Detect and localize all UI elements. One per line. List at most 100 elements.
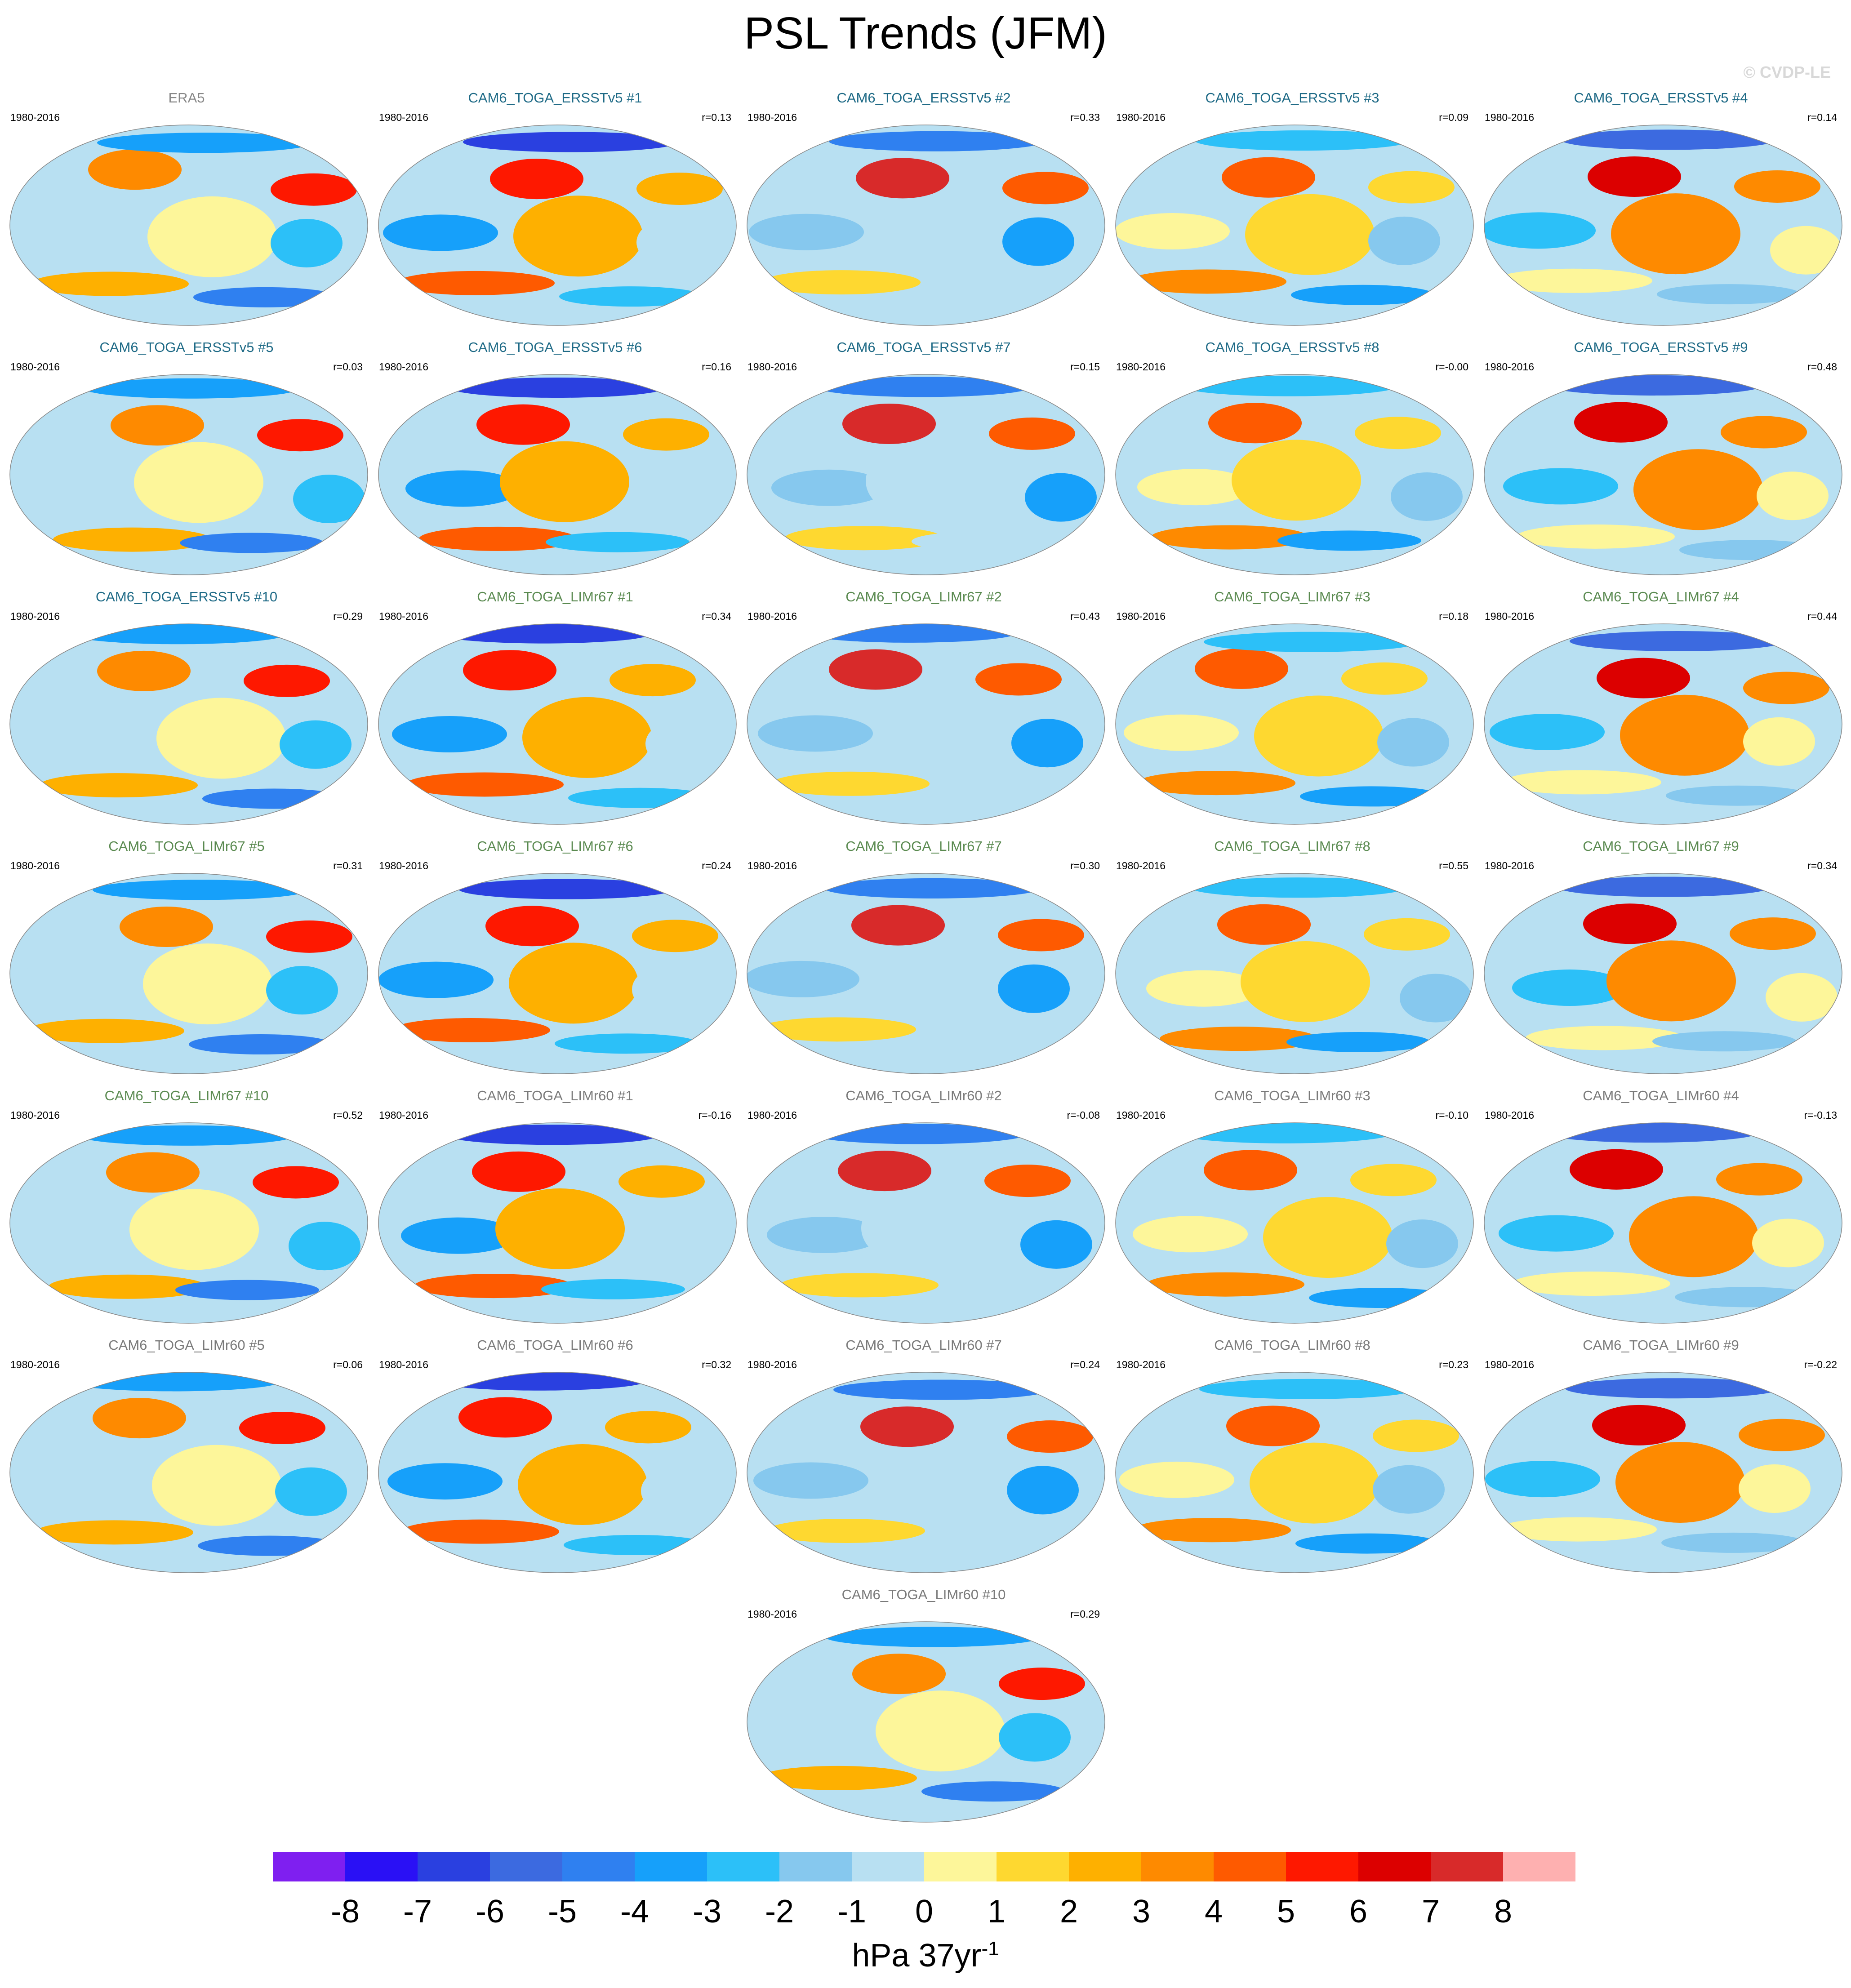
trend-region [998, 964, 1070, 1013]
map-panel: CAM6_TOGA_LIMr60 #4 1980-2016 r=-0.13 [1477, 1088, 1845, 1326]
trend-region [1222, 157, 1315, 198]
map-panel: CAM6_TOGA_LIMr60 #8 1980-2016 r=0.23 [1108, 1337, 1477, 1575]
map-panel: CAM6_TOGA_ERSSTv5 #5 1980-2016 r=0.03 [2, 339, 371, 578]
panel-period: 1980-2016 [748, 361, 797, 373]
map-outline [1484, 1372, 1842, 1573]
panel-period: 1980-2016 [1116, 610, 1166, 622]
trend-region [1254, 695, 1384, 777]
panel-correlation: r=0.06 [333, 1359, 363, 1370]
trend-region [767, 1216, 882, 1253]
trend-region [1633, 449, 1763, 530]
trend-region [921, 1781, 1065, 1802]
world-map [1484, 125, 1842, 326]
colorbar-tick-label: -1 [837, 1894, 867, 1930]
trend-region [1002, 217, 1074, 266]
panel-title: CAM6_TOGA_LIMr60 #4 [1583, 1088, 1739, 1103]
trend-region [555, 1033, 699, 1054]
trend-region [1007, 1466, 1079, 1515]
trend-region [998, 919, 1084, 952]
trend-region [396, 271, 555, 295]
map-outline [747, 1122, 1105, 1324]
map-panel: ERA5 1980-2016 [2, 90, 371, 328]
panel-correlation: r=0.34 [702, 610, 731, 622]
panel-period: 1980-2016 [1485, 1359, 1534, 1370]
trend-region [436, 624, 652, 644]
trend-region [1295, 1533, 1439, 1554]
world-map [9, 1372, 368, 1573]
map-panel: CAM6_TOGA_LIMr67 #7 1980-2016 r=0.30 [739, 838, 1108, 1076]
trend-region [66, 1372, 281, 1392]
trend-region [546, 532, 690, 552]
panel-correlation: r=0.43 [1070, 610, 1100, 622]
panel-title: ERA5 [168, 90, 205, 106]
trend-region [387, 1463, 503, 1500]
panel-title: CAM6_TOGA_LIMr60 #9 [1583, 1337, 1739, 1353]
map-panel: CAM6_TOGA_ERSSTv5 #2 1980-2016 r=0.33 [739, 90, 1108, 328]
trend-region [1208, 403, 1302, 444]
trend-region [1543, 1123, 1758, 1143]
colorbar-swatch [924, 1852, 997, 1881]
world-map [9, 125, 368, 326]
panel-correlation: r=0.24 [1070, 1359, 1100, 1370]
trend-region [618, 1165, 705, 1198]
figure-title: PSL Trends (JFM) [744, 8, 1107, 58]
trend-region [1494, 268, 1652, 293]
trend-region [1499, 1215, 1614, 1252]
map-panel: CAM6_TOGA_LIMr67 #3 1980-2016 r=0.18 [1108, 589, 1477, 827]
panel-title: CAM6_TOGA_LIMr67 #8 [1214, 838, 1370, 854]
trend-region [645, 719, 717, 768]
panel-period: 1980-2016 [1116, 111, 1166, 123]
colorbar-swatch [1286, 1852, 1358, 1881]
map-outline [9, 623, 368, 825]
trend-region [930, 1534, 1073, 1555]
trend-region [1620, 694, 1749, 776]
trend-region [1133, 1216, 1248, 1253]
colorbar-units: hPa 37yr-1 [0, 1937, 1851, 1974]
map-panel: CAM6_TOGA_ERSSTv5 #4 1980-2016 r=0.14 [1477, 90, 1845, 328]
trend-region [829, 131, 1045, 151]
panel-title: CAM6_TOGA_LIMr67 #5 [108, 838, 265, 854]
panel-title: CAM6_TOGA_LIMr67 #3 [1214, 589, 1370, 605]
trend-region [1679, 540, 1823, 560]
panel-title: CAM6_TOGA_LIMr60 #10 [841, 1587, 1006, 1602]
trend-region [559, 286, 703, 307]
panel-title: CAM6_TOGA_ERSSTv5 #7 [837, 339, 1011, 355]
trend-region [1364, 918, 1450, 951]
map-panel: CAM6_TOGA_LIMr60 #5 1980-2016 r=0.06 [2, 1337, 371, 1575]
trend-region [1373, 1419, 1459, 1452]
colorbar: -8 -7 -6 -5 -4 -3 -2 -1 0 1 2 3 4 5 6 7 8 hPa 37yr-1 [0, 1852, 1851, 1987]
trend-region [193, 287, 337, 307]
trend-region [912, 531, 1055, 551]
trend-region [13, 962, 128, 999]
map-outline [1484, 374, 1842, 575]
panel-period: 1980-2016 [379, 111, 428, 123]
trend-region [747, 1709, 860, 1746]
colorbar-tick-label: -4 [620, 1894, 650, 1930]
trend-region [1561, 129, 1776, 150]
trend-region [175, 1280, 319, 1300]
map-panel: CAM6_TOGA_LIMr60 #7 1980-2016 r=0.24 [739, 1337, 1108, 1575]
world-map [378, 623, 737, 825]
panel-period: 1980-2016 [748, 1359, 797, 1370]
trend-region [1743, 672, 1829, 704]
world-map [378, 873, 737, 1074]
trend-region [134, 442, 263, 523]
panel-correlation: r=0.09 [1439, 111, 1468, 123]
trend-region [1400, 974, 1472, 1023]
panel-correlation: r=-0.08 [1067, 1109, 1100, 1121]
trend-region [1341, 662, 1428, 695]
trend-region [758, 715, 873, 752]
trend-region [623, 418, 709, 451]
trend-region [1146, 1272, 1304, 1297]
trend-region [189, 1034, 333, 1054]
trend-region [564, 1534, 707, 1555]
trend-region [1177, 1123, 1393, 1143]
trend-region [851, 905, 945, 946]
world-map [747, 125, 1105, 326]
colorbar-tick-label: -3 [692, 1894, 722, 1930]
map-panel: CAM6_TOGA_ERSSTv5 #1 1980-2016 r=0.13 [371, 90, 739, 328]
trend-region [392, 1018, 550, 1042]
trend-region [1597, 658, 1690, 698]
trend-region [1199, 1379, 1415, 1399]
panel-correlation: r=0.23 [1439, 1359, 1468, 1370]
